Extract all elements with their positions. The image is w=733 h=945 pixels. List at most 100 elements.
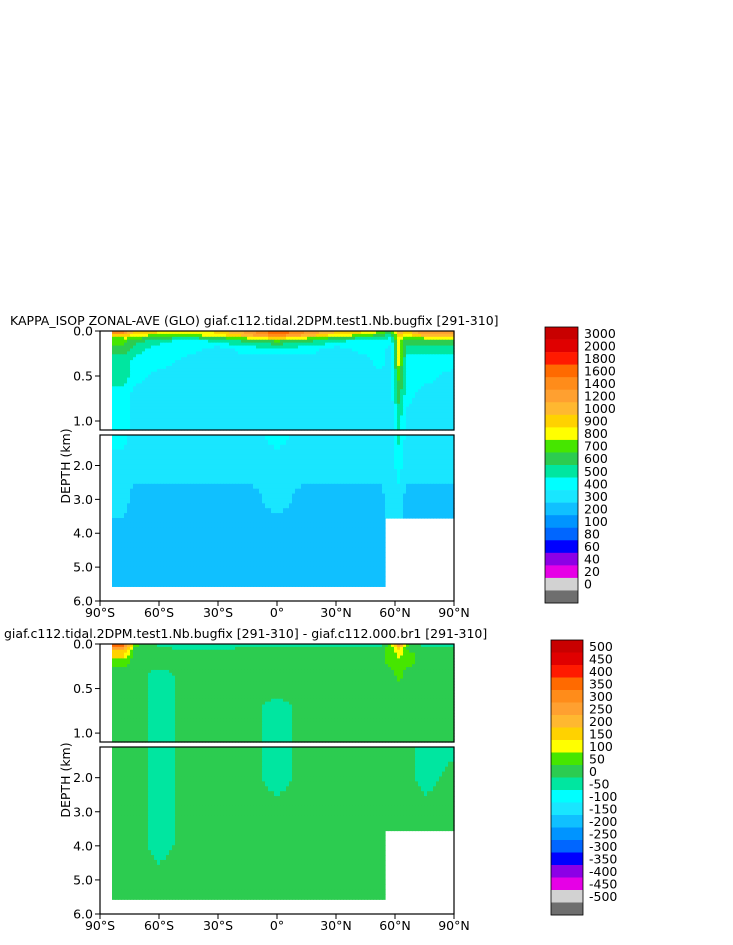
field-cell (343, 333, 347, 338)
field-cell (124, 331, 128, 335)
field-cell (394, 357, 398, 361)
field-cell (256, 351, 260, 355)
field-cell (349, 363, 353, 367)
field-cell (448, 333, 452, 338)
field-cell (376, 354, 380, 358)
field-cell (241, 351, 245, 355)
field-cell (154, 368, 158, 373)
field-cell (373, 336, 377, 341)
field-cell (148, 360, 152, 364)
field-cell (214, 333, 218, 338)
field-cell (331, 348, 335, 352)
field-cell (187, 363, 191, 367)
field-cell (409, 331, 413, 335)
field-cell (163, 345, 167, 350)
field-cell (310, 342, 314, 347)
field-cell (229, 348, 233, 352)
field-cell (325, 348, 329, 352)
field-cell (373, 331, 377, 335)
field-cell (118, 351, 122, 355)
field-cell (142, 345, 146, 350)
field-cell (406, 348, 410, 352)
field-cell (202, 354, 206, 358)
field-cell (127, 331, 131, 335)
field-cell (367, 354, 371, 358)
field-cell (433, 342, 437, 347)
field-cell (214, 365, 218, 370)
field-cell (451, 360, 455, 364)
field-cell (319, 365, 323, 370)
field-cell (355, 336, 359, 341)
field-cell (343, 351, 347, 355)
field-cell (388, 336, 392, 341)
field-cell (172, 331, 176, 335)
field-cell (376, 336, 380, 341)
field-cell (112, 357, 116, 361)
field-cell (265, 348, 269, 352)
field-cell (190, 342, 194, 347)
field-cell (262, 357, 266, 361)
field-cell (157, 345, 161, 350)
field-cell (334, 351, 338, 355)
field-cell (304, 345, 308, 350)
field-cell (427, 365, 431, 370)
field-cell (169, 368, 173, 373)
field-cell (292, 333, 296, 338)
field-cell (268, 339, 272, 344)
field-cell (244, 345, 248, 350)
field-cell (190, 354, 194, 358)
field-cell (193, 345, 197, 350)
field-cell (235, 339, 239, 344)
field-cell (124, 368, 128, 373)
field-cell (163, 331, 167, 335)
field-cell (232, 333, 236, 338)
field-cell (361, 354, 365, 358)
field-cell (352, 339, 356, 344)
field-cell (394, 363, 398, 367)
field-cell (247, 354, 251, 358)
field-cell (175, 351, 179, 355)
field-cell (355, 345, 359, 350)
field-cell (169, 363, 173, 367)
field-cell (226, 360, 230, 364)
field-cell (181, 363, 185, 367)
field-cell (283, 363, 287, 367)
field-cell (274, 333, 278, 338)
field-cell (226, 357, 230, 361)
field-cell (115, 333, 119, 338)
field-cell (403, 339, 407, 344)
field-cell (154, 339, 158, 344)
field-cell (361, 351, 365, 355)
field-cell (364, 348, 368, 352)
field-cell (406, 354, 410, 358)
field-cell (211, 368, 215, 373)
field-cell (127, 345, 131, 350)
field-cell (385, 339, 389, 344)
field-cell (205, 365, 209, 370)
field-cell (421, 357, 425, 361)
field-cell (322, 348, 326, 352)
field-cell (133, 365, 137, 370)
field-cell (289, 336, 293, 341)
field-cell (355, 333, 359, 338)
field-cell (226, 336, 230, 341)
field-cell (166, 368, 170, 373)
field-cell (439, 333, 443, 338)
field-cell (145, 351, 149, 355)
field-cell (370, 368, 374, 373)
field-cell (424, 336, 428, 341)
field-cell (235, 348, 239, 352)
field-cell (406, 357, 410, 361)
field-cell (268, 348, 272, 352)
field-cell (250, 354, 254, 358)
field-cell (343, 345, 347, 350)
field-cell (370, 331, 374, 335)
field-cell (199, 339, 203, 344)
field-cell (307, 357, 311, 361)
field-cell (388, 357, 392, 361)
field-cell (142, 331, 146, 335)
field-cell (286, 333, 290, 338)
field-cell (442, 365, 446, 370)
field-cell (160, 357, 164, 361)
field-cell (217, 357, 221, 361)
